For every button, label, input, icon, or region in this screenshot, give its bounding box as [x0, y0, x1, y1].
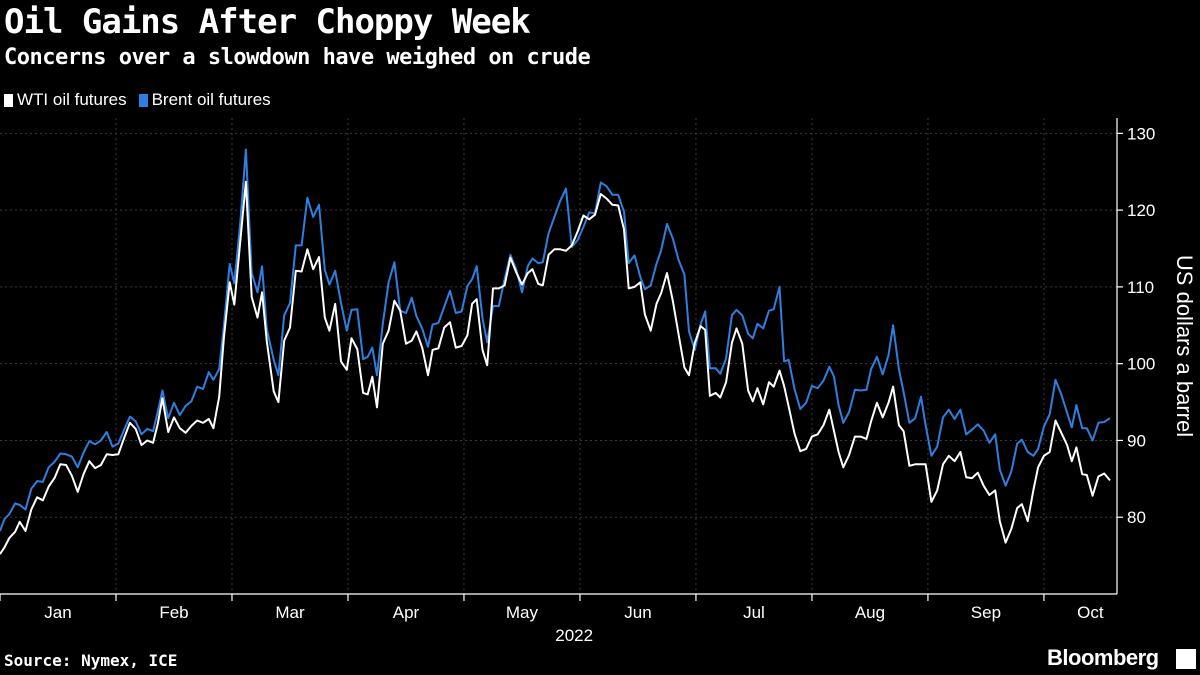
legend-swatch-wti: [4, 93, 13, 107]
chart-subtitle: Concerns over a slowdown have weighed on…: [4, 45, 591, 70]
x-tick-label-aug: Aug: [855, 603, 885, 622]
y-axis-title: US dollars a barrel: [1172, 255, 1197, 437]
source-note: Source: Nymex, ICE: [4, 651, 178, 670]
x-tick-label-sep: Sep: [971, 603, 1001, 622]
series-line-wti: [0, 180, 1111, 555]
chart-title: Oil Gains After Choppy Week: [4, 2, 531, 42]
y-tick-label-90: 90: [1127, 431, 1146, 450]
axis-labels: 80 90 100 110 120 130 Jan Feb Mar Apr May Jun Jul Aug…: [44, 124, 1197, 645]
x-tick-label-jun: Jun: [624, 603, 651, 622]
x-tick-label-jan: Jan: [44, 603, 71, 622]
grid-lines: [0, 118, 1117, 594]
y-tick-label-120: 120: [1127, 201, 1155, 220]
bloomberg-terminal-icon: [1176, 649, 1196, 669]
axes: [0, 118, 1123, 601]
x-axis-year-label: 2022: [555, 626, 593, 645]
y-tick-label-110: 110: [1127, 278, 1154, 297]
y-tick-label-130: 130: [1127, 124, 1155, 143]
bloomberg-logo: Bloomberg: [1047, 645, 1159, 670]
x-tick-label-feb: Feb: [159, 603, 188, 622]
legend-item-brent: Brent oil futures: [138, 90, 271, 110]
legend: WTI oil futures Brent oil futures: [4, 90, 271, 110]
legend-swatch-brent: [138, 93, 148, 107]
legend-item-wti: WTI oil futures: [4, 90, 127, 110]
x-tick-label-mar: Mar: [275, 603, 305, 622]
x-tick-label-may: May: [506, 603, 539, 622]
x-tick-label-oct: Oct: [1077, 603, 1104, 622]
x-tick-label-jul: Jul: [743, 603, 765, 622]
series-line-brent: [0, 148, 1111, 532]
legend-label-brent: Brent oil futures: [151, 90, 271, 109]
series-lines: [0, 148, 1111, 555]
y-tick-label-100: 100: [1127, 355, 1155, 374]
legend-label-wti: WTI oil futures: [17, 90, 127, 109]
x-tick-label-apr: Apr: [393, 603, 420, 622]
y-tick-label-80: 80: [1127, 508, 1146, 527]
